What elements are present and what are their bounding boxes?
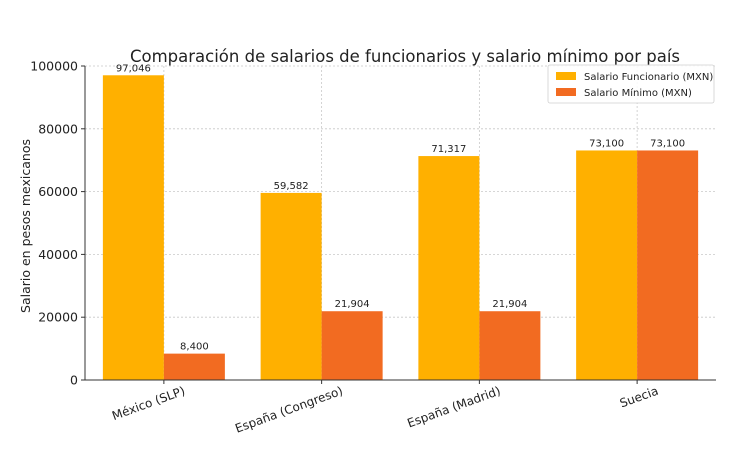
y-tick-label: 20000: [38, 310, 78, 325]
bar-salario-minimo-mxn-espana-congreso: [321, 311, 383, 380]
x-tick-label-suecia: Suecia: [618, 384, 660, 411]
legend: Salario Funcionario (MXN) Salario Mínimo…: [547, 64, 715, 104]
bar-salario-minimo-mxn-espana-madrid: [479, 311, 541, 380]
data-label: 73,100: [650, 138, 685, 149]
x-tick-label-espana-madrid: España (Madrid): [405, 384, 502, 431]
bar-salario-funcionario-mxn-espana-madrid: [418, 156, 480, 380]
y-tick-label: 80000: [38, 121, 78, 136]
legend-swatch-salario-funcionario: [556, 72, 576, 80]
chart-title: Comparación de salarios de funcionarios …: [130, 47, 680, 66]
data-label: 73,100: [589, 138, 624, 149]
bar-salario-minimo-mxn-mexico-slp: [163, 353, 225, 380]
legend-swatch-salario-minimo: [556, 88, 576, 96]
bar-salario-funcionario-mxn-espana-congreso: [260, 192, 322, 380]
data-label: 8,400: [180, 342, 209, 353]
data-label: 59,582: [274, 181, 309, 192]
data-label: 71,317: [431, 144, 466, 155]
bar-salario-funcionario-mxn-mexico-slp: [102, 75, 164, 380]
y-tick-label: 0: [70, 373, 78, 388]
x-tick-label-mexico-slp: México (SLP): [110, 384, 187, 423]
legend-label-salario-funcionario: Salario Funcionario (MXN): [584, 72, 713, 83]
y-tick-label: 100000: [30, 59, 78, 74]
data-label: 21,904: [492, 299, 527, 310]
legend-frame: [547, 64, 715, 104]
bars: [102, 75, 699, 380]
data-labels: 97,046 59,582 71,317 73,100 8,400 21,904 21,90…: [116, 63, 685, 352]
x-tick-label-espana-congreso: España (Congreso): [233, 384, 344, 436]
data-label: 21,904: [335, 299, 370, 310]
data-label: 97,046: [116, 63, 151, 74]
y-axis-label: Salario en pesos mexicanos: [18, 139, 33, 313]
bar-salario-funcionario-mxn-suecia: [576, 150, 638, 380]
y-tick-label: 60000: [38, 184, 78, 199]
y-tick-label: 40000: [38, 247, 78, 262]
legend-label-salario-minimo: Salario Mínimo (MXN): [584, 87, 692, 99]
bar-salario-minimo-mxn-suecia: [637, 150, 699, 380]
